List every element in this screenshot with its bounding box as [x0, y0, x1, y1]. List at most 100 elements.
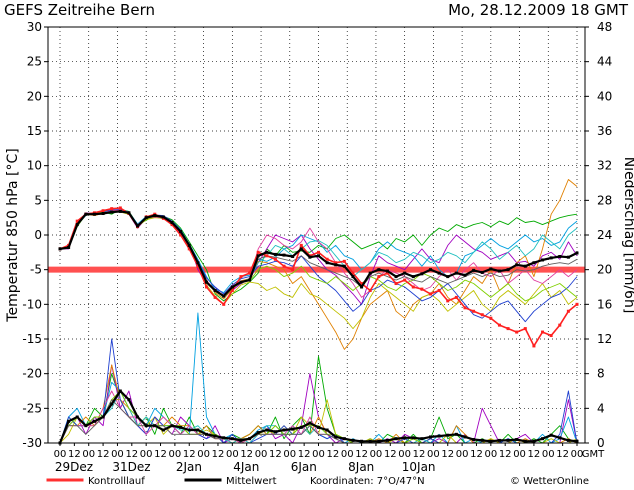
series-point-2 [566, 438, 570, 442]
series-point-0 [308, 255, 312, 259]
series-point-1 [566, 309, 570, 313]
series-point-2 [463, 435, 467, 439]
series-point-2 [110, 402, 114, 406]
series-point-0 [394, 275, 398, 279]
series-point-2 [558, 436, 562, 440]
series-point-2 [472, 438, 476, 442]
series-point-0 [515, 263, 519, 267]
series-point-1 [575, 302, 579, 306]
y-tick-label-left: -10 [22, 297, 42, 311]
series-point-2 [118, 389, 122, 393]
series-point-0 [92, 212, 96, 216]
series-point-2 [334, 435, 338, 439]
x-tick-label-hour: 00 [571, 449, 584, 460]
series-point-0 [101, 212, 105, 216]
series-point-0 [497, 269, 501, 273]
y-tick-label-left: 15 [27, 124, 42, 138]
series-point-2 [273, 430, 277, 434]
series-point-0 [472, 268, 476, 272]
x-tick-label-hour: 00 [398, 449, 411, 460]
series-point-0 [325, 261, 329, 265]
y-tick-label-right: 20 [597, 263, 612, 277]
series-point-1 [196, 264, 200, 268]
x-tick-label-hour: 12 [556, 449, 569, 460]
series-point-0 [67, 245, 71, 249]
series-point-2 [308, 421, 312, 425]
series-point-2 [299, 425, 303, 429]
series-point-2 [394, 437, 398, 441]
series-point-0 [463, 273, 467, 277]
series-point-1 [385, 271, 389, 275]
series-point-1 [273, 257, 277, 261]
series-point-2 [437, 434, 441, 438]
series-point-2 [222, 436, 226, 440]
series-point-2 [230, 437, 234, 441]
x-tick-label-hour: 00 [513, 449, 526, 460]
series-point-2 [265, 428, 269, 432]
series-point-0 [429, 268, 433, 272]
x-tick-label-hour: 00 [54, 449, 67, 460]
y-tick-label-left: -15 [22, 332, 42, 346]
series-point-1 [523, 327, 527, 331]
x-tick-label-day: 6Jan [291, 460, 317, 474]
y-tick-label-right: 32 [597, 159, 612, 173]
legend-label-mittelwert: Mittelwert [226, 476, 277, 487]
series-point-2 [454, 432, 458, 436]
series-point-1 [101, 209, 105, 213]
series-point-1 [230, 288, 234, 292]
series-point-0 [256, 254, 260, 258]
y-tick-label-left: 10 [27, 159, 42, 173]
series-point-0 [446, 275, 450, 279]
series-point-1 [532, 344, 536, 348]
series-point-0 [480, 270, 484, 274]
series-point-1 [368, 288, 372, 292]
series-point-1 [463, 306, 467, 310]
series-point-1 [472, 309, 476, 313]
series-point-1 [497, 323, 501, 327]
x-tick-label-hour: 12 [125, 449, 138, 460]
series-point-1 [118, 206, 122, 210]
x-tick-label-hour: 12 [154, 449, 167, 460]
series-point-1 [411, 285, 415, 289]
y-tick-label-left: -30 [22, 436, 42, 450]
series-point-0 [299, 247, 303, 251]
y-tick-label-right: 48 [597, 20, 612, 34]
series-point-1 [265, 254, 269, 258]
series-point-0 [523, 264, 527, 268]
x-tick-label-hour: 12 [298, 449, 311, 460]
y-tick-label-right: 0 [597, 436, 605, 450]
series-point-2 [523, 439, 527, 443]
x-tick-label-hour: 12 [413, 449, 426, 460]
series-line-3 [59, 208, 578, 302]
series-point-1 [351, 271, 355, 275]
series-point-2 [204, 432, 208, 436]
x-tick-label-hour: 12 [183, 449, 196, 460]
series-point-1 [179, 233, 183, 237]
grid [48, 26, 585, 444]
series-point-0 [377, 268, 381, 272]
legend-swatch-marker [201, 478, 205, 482]
series-point-0 [230, 285, 234, 289]
series-point-2 [127, 398, 131, 402]
y-tick-label-left: -25 [22, 401, 42, 415]
x-tick-label-day: 29Dez [55, 460, 93, 474]
series-point-2 [291, 427, 295, 431]
series-line-22 [59, 399, 577, 444]
series-point-0 [291, 254, 295, 258]
x-tick-label-day: 10Jan [402, 460, 436, 474]
series-point-2 [92, 419, 96, 423]
x-tick-label-day: 8Jan [348, 460, 374, 474]
y-tick-label-right: 16 [597, 297, 612, 311]
x-tick-label-hour: 00 [255, 449, 268, 460]
series-point-1 [317, 250, 320, 254]
x-tick-label-day: 4Jan [233, 460, 259, 474]
y-tick-label-left: -20 [22, 367, 42, 381]
y-tick-label-right: 24 [597, 228, 612, 242]
series-point-0 [75, 223, 79, 227]
y-tick-label-right: 4 [597, 401, 605, 415]
series-point-1 [446, 299, 450, 303]
x-tick-label-hour: 00 [82, 449, 95, 460]
legend: Kontrolllauf Mittelwert Koordinaten: 7°O/4… [46, 476, 589, 487]
series-point-1 [110, 207, 114, 211]
series-point-0 [161, 215, 165, 219]
